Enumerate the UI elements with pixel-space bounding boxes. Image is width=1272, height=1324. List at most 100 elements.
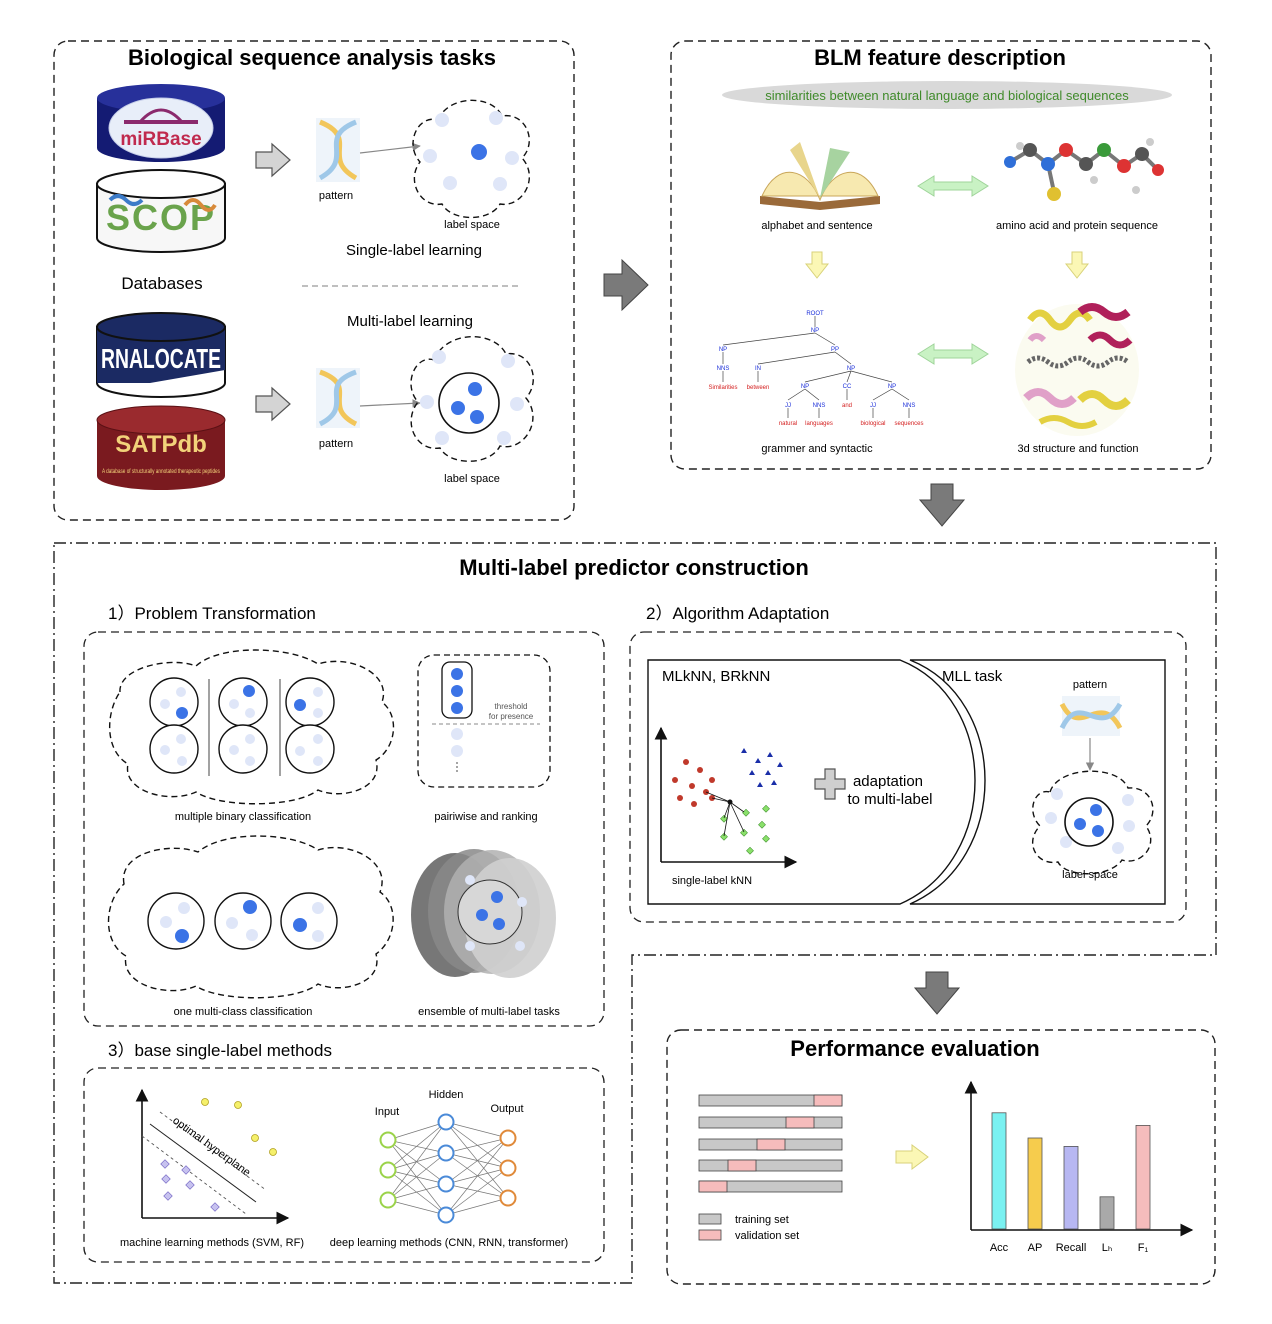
mll-pattern-label: pattern — [1073, 679, 1107, 691]
metrics-bar-chart: Acc AP Recall Lₕ F₁ — [964, 1080, 1194, 1254]
down-arrow-icon — [1064, 251, 1090, 279]
gray-arrow-icon — [255, 386, 291, 422]
training-set-label: training set — [735, 1214, 789, 1226]
tree-word: and — [842, 403, 852, 409]
mirbase-logo-text: miRBase — [120, 129, 201, 150]
tree-node: PP — [831, 347, 839, 353]
rnalocate-logo-text: RNALOCATE — [101, 343, 221, 374]
single-label-space-label: label space — [444, 219, 500, 231]
tree-word: languages — [805, 421, 833, 427]
tree-word: between — [747, 385, 770, 391]
book-label: alphabet and sentence — [761, 220, 872, 232]
scop-logo-text: SCOP — [106, 197, 216, 238]
binary-classification-illustration — [109, 649, 395, 805]
tree-word: sequences — [894, 421, 923, 427]
double-arrow-icon — [917, 343, 989, 365]
tree-node: ROOT — [806, 311, 824, 317]
bar-label-0: Acc — [990, 1242, 1009, 1254]
down-arrow-icon — [804, 251, 830, 279]
grammar-label: grammer and syntactic — [761, 443, 873, 455]
pairwise-ranking-illustration: threshold for presence — [417, 654, 551, 788]
knn-scatter-plot — [654, 726, 798, 869]
pairwise-label: pairiwise and ranking — [434, 811, 537, 823]
threshold-label-line1: threshold — [495, 702, 528, 711]
bar-2 — [1063, 1146, 1079, 1230]
tree-node: NNS — [813, 403, 826, 409]
nn-output-label: Output — [490, 1103, 523, 1115]
panel-tasks-title: Biological sequence analysis tasks — [128, 45, 496, 70]
bar-3 — [1099, 1196, 1115, 1230]
bar-4 — [1135, 1125, 1151, 1230]
gray-arrow-icon — [255, 142, 291, 178]
databases-label: Databases — [121, 274, 202, 293]
cross-validation-folds — [698, 1094, 843, 1193]
tree-node: NNS — [717, 366, 730, 372]
multi-label-space-label: label space — [444, 473, 500, 485]
panel-evaluation: Performance evaluation training set vali… — [666, 1029, 1216, 1285]
flow-arrow-icon — [918, 483, 966, 527]
scop-database-icon: SCOP — [96, 169, 226, 253]
molecule-label: amino acid and protein sequence — [996, 220, 1158, 232]
multi-class-label: one multi-class classification — [174, 1006, 313, 1018]
panel-predictor: Multi-label predictor construction 1）Pro… — [53, 542, 1217, 1284]
tree-node: NNS — [903, 403, 916, 409]
tree-node: IN — [755, 366, 761, 372]
bar-0 — [991, 1112, 1007, 1230]
rnalocate-database-icon: RNALOCATE — [96, 312, 226, 398]
panel-tasks: Biological sequence analysis tasks miRBa… — [53, 40, 575, 521]
single-pattern-label: pattern — [319, 190, 353, 202]
tree-node: JJ — [785, 403, 791, 409]
bar-label-3: Lₕ — [1102, 1242, 1113, 1254]
multi-label-space-cloud — [410, 336, 534, 462]
satpdb-caption: A database of structurally annotated the… — [102, 469, 220, 475]
mlknn-brknn-label: MLkNN, BRkNN — [662, 668, 770, 685]
algorithm-adaptation-heading: 2）Algorithm Adaptation — [646, 604, 829, 623]
tree-node: NP — [847, 366, 855, 372]
training-set-swatch — [698, 1213, 722, 1225]
knn-label: single-label kNN — [672, 875, 752, 887]
threshold-label-line2: for presence — [489, 712, 534, 721]
multi-label-caption: Multi-label learning — [347, 313, 473, 330]
tree-word: natural — [779, 421, 797, 427]
parse-tree: ROOT NP NP PP NNS IN NP NP CC NP JJ NNS … — [708, 311, 923, 427]
validation-set-swatch — [698, 1229, 722, 1241]
panel-blm-title: BLM feature description — [814, 45, 1066, 70]
amino-acid-molecule-icon — [1004, 138, 1164, 201]
protein-structure-icon — [1015, 303, 1139, 436]
svm-illustration: optimal hyperplane — [135, 1088, 290, 1225]
panel-blm: BLM feature description similarities bet… — [670, 40, 1212, 470]
binary-classification-label: multiple binary classification — [175, 811, 311, 823]
blm-banner: similarities between natural language an… — [765, 88, 1129, 103]
mll-label-space-label: label space — [1062, 869, 1118, 881]
single-label-space-cloud — [412, 99, 531, 219]
multi-class-illustration — [107, 835, 394, 999]
bar-1 — [1027, 1137, 1043, 1230]
bar-label-2: Recall — [1056, 1242, 1087, 1254]
base-methods-heading: 3）base single-label methods — [108, 1041, 332, 1060]
dna-pattern-icon — [316, 368, 360, 428]
tree-node: JJ — [870, 403, 876, 409]
tree-node: NP — [811, 328, 819, 334]
panel-evaluation-title: Performance evaluation — [790, 1036, 1039, 1061]
tree-node: NP — [719, 347, 727, 353]
tree-node: NP — [888, 384, 896, 390]
dna-pattern-icon — [316, 118, 360, 182]
ensemble-label: ensemble of multi-label tasks — [418, 1006, 560, 1018]
ml-methods-caption: machine learning methods (SVM, RF) — [120, 1237, 304, 1249]
tree-node: NP — [801, 384, 809, 390]
structure-label: 3d structure and function — [1017, 443, 1138, 455]
dna-pattern-icon — [1059, 696, 1123, 736]
plus-icon — [814, 768, 846, 800]
book-icon — [760, 142, 880, 210]
neural-network-illustration: Input Hidden Output — [375, 1089, 524, 1224]
problem-transformation-heading: 1）Problem Transformation — [108, 604, 316, 623]
flow-arrow-icon — [603, 258, 649, 312]
mll-task-label: MLL task — [942, 668, 1003, 685]
satpdb-logo-text: SATPdb — [115, 431, 207, 458]
right-arrow-icon — [895, 1144, 929, 1170]
nn-hidden-label: Hidden — [429, 1089, 464, 1101]
flow-arrow-icon — [913, 971, 961, 1015]
mirbase-database-icon: miRBase — [97, 84, 225, 162]
panel-predictor-title: Multi-label predictor construction — [459, 555, 809, 580]
